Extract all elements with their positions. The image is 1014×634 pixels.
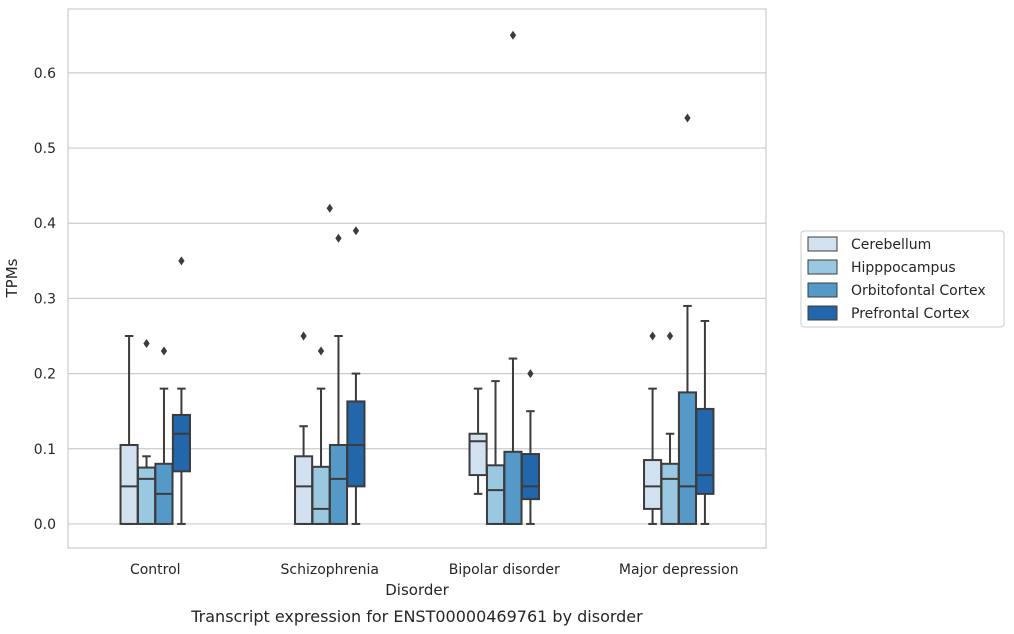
y-tick-label: 0.0 bbox=[34, 517, 56, 533]
outlier-point bbox=[649, 331, 656, 341]
x-axis-title: Disorder bbox=[385, 581, 449, 599]
box-iqr bbox=[136, 466, 157, 525]
box-iqr bbox=[643, 459, 663, 510]
plot-frame bbox=[67, 8, 767, 549]
box-orbitofontal-cortex bbox=[677, 113, 698, 525]
outlier-point bbox=[160, 346, 168, 356]
legend-swatch bbox=[807, 259, 838, 275]
box-iqr bbox=[677, 391, 698, 525]
box-iqr bbox=[171, 413, 191, 473]
box-iqr bbox=[520, 453, 540, 501]
box-orbitofontal-cortex bbox=[503, 30, 523, 525]
y-tick-label: 0.4 bbox=[34, 216, 56, 232]
box-prefrontal-cortex bbox=[520, 369, 540, 525]
box-cerebellum bbox=[294, 331, 314, 525]
outlier-point bbox=[143, 339, 150, 349]
outlier-point bbox=[684, 113, 691, 123]
outlier-point bbox=[178, 256, 185, 266]
outlier-point bbox=[527, 369, 534, 379]
legend-label: Hipppocampus bbox=[851, 260, 956, 276]
box-cerebellum bbox=[119, 335, 139, 525]
y-tick-label: 0.5 bbox=[34, 141, 56, 157]
outlier-point bbox=[300, 331, 307, 341]
chart-caption: Transcript expression for ENST0000046976… bbox=[190, 607, 643, 626]
box-iqr bbox=[346, 400, 366, 488]
box-hipppocampus bbox=[485, 380, 506, 525]
legend-frame bbox=[800, 230, 1005, 328]
box-groups bbox=[119, 30, 715, 525]
box-orbitofontal-cortex bbox=[154, 346, 174, 525]
y-tick-label: 0.1 bbox=[34, 442, 56, 458]
legend-swatch bbox=[807, 282, 838, 298]
legend-label: Cerebellum bbox=[851, 237, 931, 253]
box-orbitofontal-cortex bbox=[328, 233, 349, 525]
x-tick-label: Bipolar disorder bbox=[449, 562, 560, 578]
y-tick-label: 0.3 bbox=[34, 291, 56, 307]
x-tick-label: Schizophrenia bbox=[281, 562, 379, 578]
legend-swatch bbox=[807, 236, 838, 252]
legend: Cerebellum Hipppocampus Orbitofontal Corte… bbox=[800, 230, 1005, 328]
box-cerebellum bbox=[468, 387, 488, 495]
outlier-point bbox=[666, 331, 674, 341]
box-hipppocampus bbox=[660, 331, 680, 525]
box-hipppocampus bbox=[136, 339, 157, 525]
outlier-point bbox=[326, 203, 333, 213]
y-tick-label: 0.2 bbox=[34, 367, 56, 383]
y-tick-labels: 0.0 0.1 0.2 0.3 0.4 0.5 0.6 bbox=[34, 66, 56, 533]
outlier-point bbox=[509, 30, 517, 40]
box-hipppocampus bbox=[311, 346, 331, 525]
x-tick-label: Control bbox=[130, 562, 181, 578]
x-tick-label: Major depression bbox=[619, 562, 739, 578]
box-iqr bbox=[311, 465, 331, 525]
outlier-point bbox=[335, 233, 342, 243]
y-tick-label: 0.6 bbox=[34, 66, 56, 82]
y-axis-title: TPMs bbox=[3, 258, 21, 298]
box-iqr bbox=[695, 407, 715, 495]
box-prefrontal-cortex bbox=[346, 226, 366, 525]
box-prefrontal-cortex bbox=[695, 319, 715, 525]
box-iqr bbox=[468, 432, 488, 477]
outlier-point bbox=[317, 346, 325, 356]
box-iqr bbox=[328, 444, 349, 525]
box-iqr bbox=[119, 444, 139, 525]
legend-swatch bbox=[807, 305, 838, 321]
box-iqr bbox=[503, 450, 523, 525]
legend-label: Orbitofontal Cortex bbox=[851, 283, 986, 299]
box-iqr bbox=[294, 455, 314, 525]
box-iqr bbox=[485, 464, 506, 525]
box-cerebellum bbox=[643, 331, 663, 525]
box-prefrontal-cortex bbox=[171, 256, 191, 525]
legend-label: Prefrontal Cortex bbox=[851, 306, 970, 322]
box-iqr bbox=[660, 462, 680, 525]
outlier-point bbox=[352, 226, 360, 236]
x-tick-labels: Control Schizophrenia Bipolar disorder Majo… bbox=[130, 562, 739, 578]
